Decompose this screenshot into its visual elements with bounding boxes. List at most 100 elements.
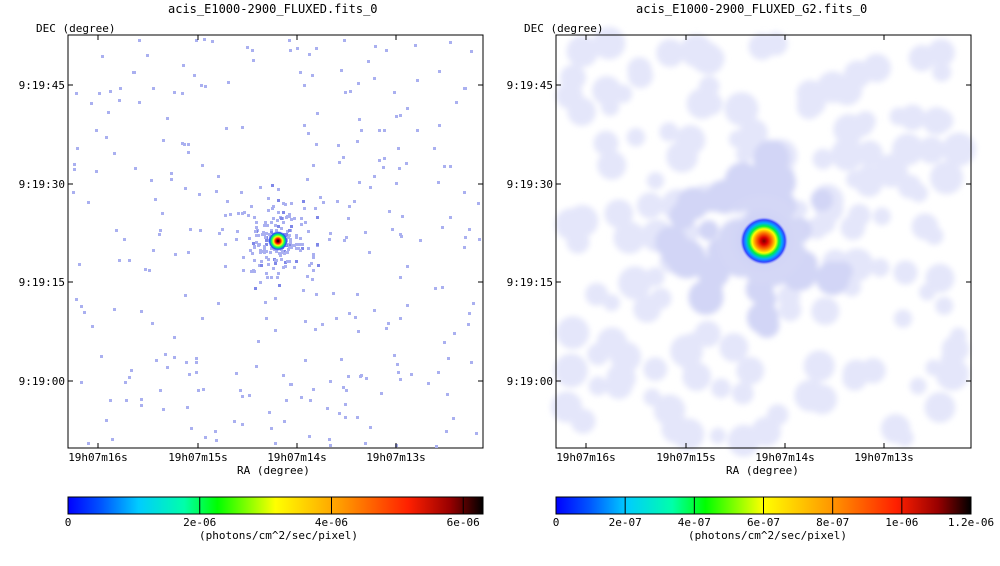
photon-event: [166, 117, 169, 120]
photon-event: [215, 439, 218, 442]
photon-event: [255, 365, 258, 368]
diffuse-emission-blob: [891, 133, 924, 166]
photon-event: [289, 241, 292, 244]
photon-event: [288, 234, 291, 237]
y-tick-label-9-19-30: 9:19:30: [507, 178, 553, 191]
photon-event: [288, 213, 291, 216]
photon-event: [132, 71, 135, 74]
photon-event: [299, 249, 302, 252]
photon-event: [76, 147, 79, 150]
diffuse-emission-blob: [670, 334, 703, 368]
photon-event: [187, 143, 190, 146]
photon-event: [289, 243, 292, 246]
photon-event: [161, 212, 164, 215]
photon-event: [438, 70, 441, 73]
photon-event: [365, 377, 368, 380]
photon-event: [269, 251, 272, 254]
photon-event: [326, 407, 329, 410]
photon-event: [388, 210, 391, 213]
photon-event: [344, 403, 347, 406]
x-tick-label-19h07m14s: 19h07m14s: [267, 451, 327, 464]
photon-event: [312, 388, 315, 391]
y-tick-label-9-19-30: 9:19:30: [19, 178, 65, 191]
photon-event: [435, 445, 438, 448]
photon-event: [393, 91, 396, 94]
photon-event: [217, 302, 220, 305]
photon-event: [186, 406, 189, 409]
photon-event: [229, 213, 232, 216]
photon-event: [159, 229, 162, 232]
photon-event: [73, 163, 76, 166]
photon-event: [290, 246, 293, 249]
photon-event: [277, 199, 280, 202]
photon-event: [397, 371, 400, 374]
diffuse-emission-blob: [754, 288, 777, 311]
photon-event: [285, 233, 288, 236]
photon-event: [277, 225, 280, 228]
photon-event: [301, 243, 304, 246]
photon-event: [270, 229, 273, 232]
diffuse-emission-blob: [643, 388, 661, 407]
photon-event: [319, 196, 322, 199]
left-panel: 19h07m16s 19h07m15s 19h07m14s 19h07m13s 9:19…: [19, 34, 484, 529]
diffuse-emission-blob: [760, 164, 796, 200]
diffuse-emission-blob: [587, 343, 610, 366]
diffuse-emission-blob: [735, 145, 753, 163]
photon-event: [181, 142, 184, 145]
photon-event: [285, 399, 288, 402]
photon-event: [470, 361, 473, 364]
diffuse-emission-blob: [592, 76, 622, 106]
photon-event: [441, 226, 444, 229]
photon-event: [203, 38, 206, 41]
photon-event: [478, 238, 481, 241]
colorbar-tick-label-1-2e-06: 1.2e-06: [948, 516, 994, 529]
photon-event: [329, 444, 332, 447]
photon-event: [328, 238, 331, 241]
diffuse-emission-blob: [659, 122, 679, 142]
photon-event: [241, 423, 244, 426]
photon-event: [463, 246, 466, 249]
photon-event: [385, 327, 388, 330]
x-tick-label-19h07m13s: 19h07m13s: [366, 451, 426, 464]
diffuse-emission-blob: [830, 137, 864, 171]
photon-event: [254, 287, 257, 290]
photon-event: [174, 253, 177, 256]
photon-event: [251, 49, 254, 52]
photon-event: [258, 264, 261, 267]
photon-event: [329, 232, 332, 235]
x-tick-label-19h07m16s: 19h07m16s: [68, 451, 128, 464]
colorbar-tick-label-4e-07: 4e-07: [678, 516, 711, 529]
colorbar-tick-label-1e-06: 1e-06: [885, 516, 918, 529]
photon-event: [300, 217, 303, 220]
photon-event: [344, 91, 347, 94]
photon-event: [267, 263, 270, 266]
right-x-axis-label: RA (degree): [726, 464, 799, 477]
photon-event: [118, 259, 121, 262]
photon-event: [184, 294, 187, 297]
photon-event: [113, 152, 116, 155]
photon-event: [382, 166, 385, 169]
photon-event: [335, 317, 338, 320]
photon-event: [115, 229, 118, 232]
photon-event: [311, 74, 314, 77]
photon-event: [263, 248, 266, 251]
photon-event: [472, 302, 475, 305]
photon-event: [235, 372, 238, 375]
photon-event: [316, 243, 319, 246]
photon-event: [284, 265, 287, 268]
photon-event: [270, 221, 273, 224]
photon-event: [258, 243, 261, 246]
photon-event: [383, 129, 386, 132]
right-axis-ticks: 19h07m16s 19h07m15s 19h07m14s 19h07m13s 9:19…: [507, 35, 971, 464]
photon-event: [397, 147, 400, 150]
photon-event: [321, 323, 324, 326]
photon-event: [277, 188, 280, 191]
photon-event: [477, 202, 480, 205]
photon-event: [345, 236, 348, 239]
photon-event: [283, 252, 286, 255]
photon-event: [285, 251, 288, 254]
photon-event: [257, 340, 260, 343]
photon-event: [272, 205, 275, 208]
photon-event: [199, 229, 202, 232]
x-tick-label-19h07m15s: 19h07m15s: [168, 451, 228, 464]
